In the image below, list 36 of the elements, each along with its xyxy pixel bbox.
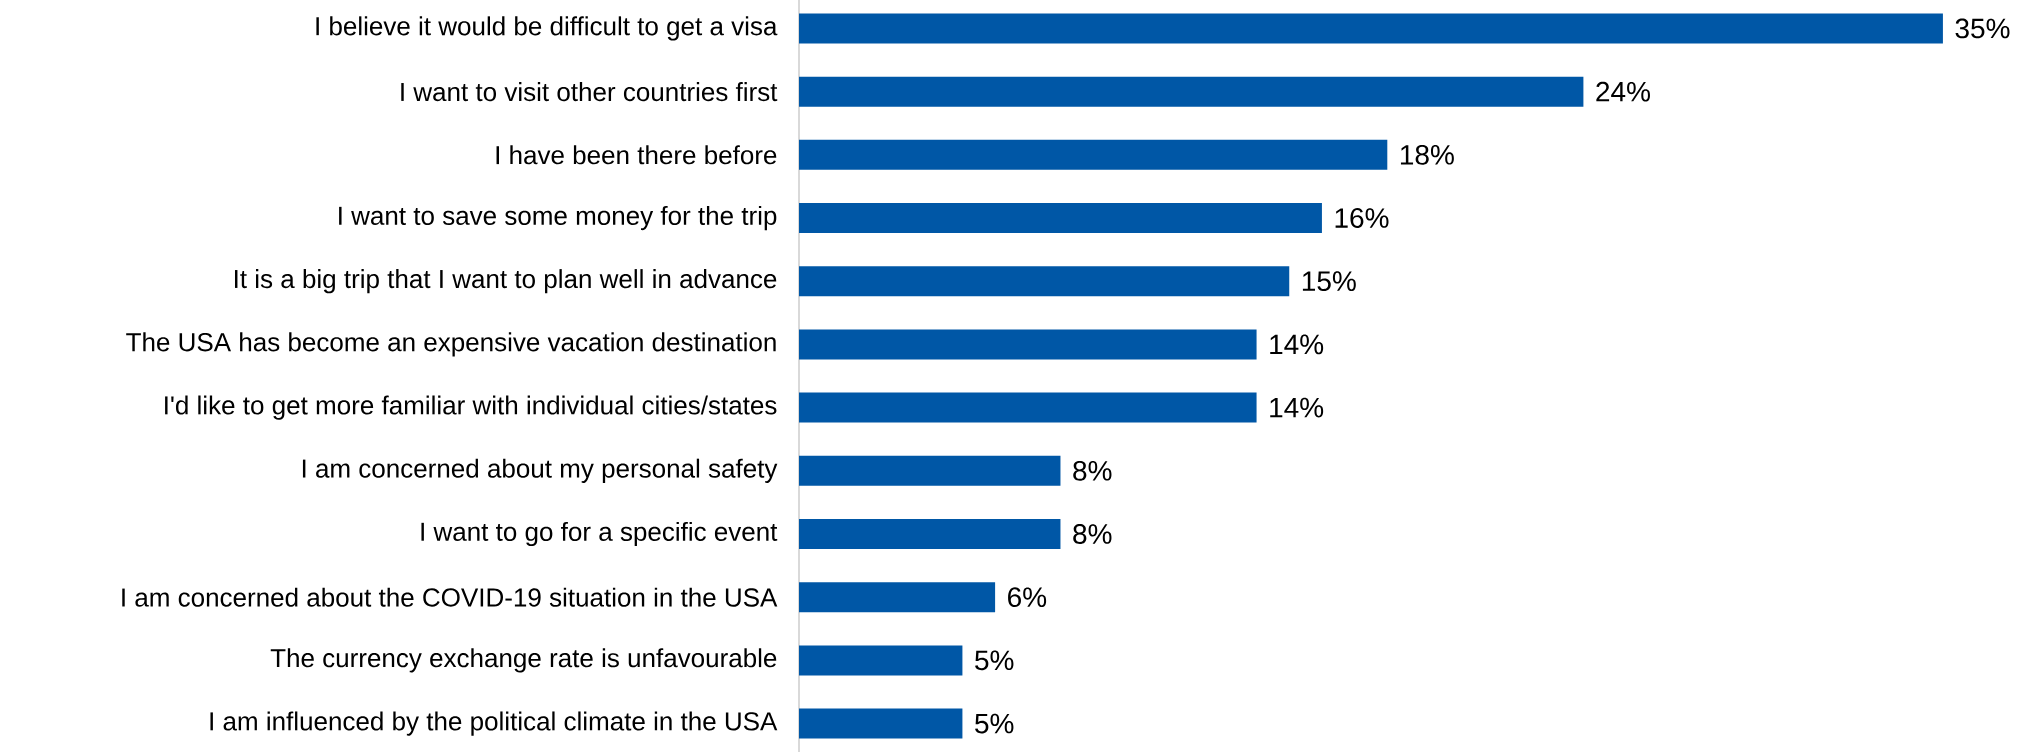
y-tick-label: It is a big trip that I want to plan well in advance: [235, 269, 777, 294]
bar: [799, 266, 1290, 297]
data-label: 8%: [1073, 460, 1112, 481]
data-label: 14%: [1270, 397, 1324, 418]
data-label: 35%: [1955, 18, 2010, 39]
bar: [799, 76, 1584, 107]
y-tick-label: I'd like to get more familiar with individual cities/states: [165, 395, 777, 420]
bar: [799, 518, 1061, 549]
y-tick-label: The USA has become an expensive vacation destination: [126, 332, 776, 357]
data-label: 6%: [1008, 587, 1047, 608]
y-tick-label: I want to visit other countries first: [401, 82, 778, 102]
bar: [799, 455, 1061, 486]
bar: [799, 203, 1322, 234]
bar: [799, 13, 1943, 44]
bar: [799, 645, 963, 676]
y-tick-label: I believe it would be difficult to get a visa: [316, 16, 778, 41]
bar: [799, 139, 1388, 170]
data-label: 15%: [1302, 271, 1356, 292]
bar: [799, 392, 1257, 423]
y-tick-label: I am influenced by the political climate in the USA: [210, 711, 778, 736]
y-tick-label: I am concerned about my personal safety: [302, 458, 778, 483]
bar: [799, 708, 963, 739]
data-label: 5%: [975, 713, 1014, 734]
bar: [799, 329, 1257, 360]
data-label: 8%: [1073, 524, 1112, 544]
y-tick-label: I want to go for a specific event: [421, 521, 778, 547]
y-tick-label: I am concerned about the COVID-19 situation in the USA: [122, 587, 778, 607]
bar: [799, 582, 996, 613]
y-tick-label: The currency exchange rate is unfavourable: [270, 648, 777, 673]
y-tick-label: I have been there before: [496, 145, 777, 165]
data-label: 24%: [1596, 81, 1650, 102]
data-label: 14%: [1270, 334, 1324, 355]
data-label: 18%: [1400, 144, 1454, 165]
y-tick-label: I want to save some money for the trip: [339, 205, 777, 231]
data-label: 5%: [975, 650, 1014, 671]
data-label: 16%: [1335, 208, 1389, 228]
